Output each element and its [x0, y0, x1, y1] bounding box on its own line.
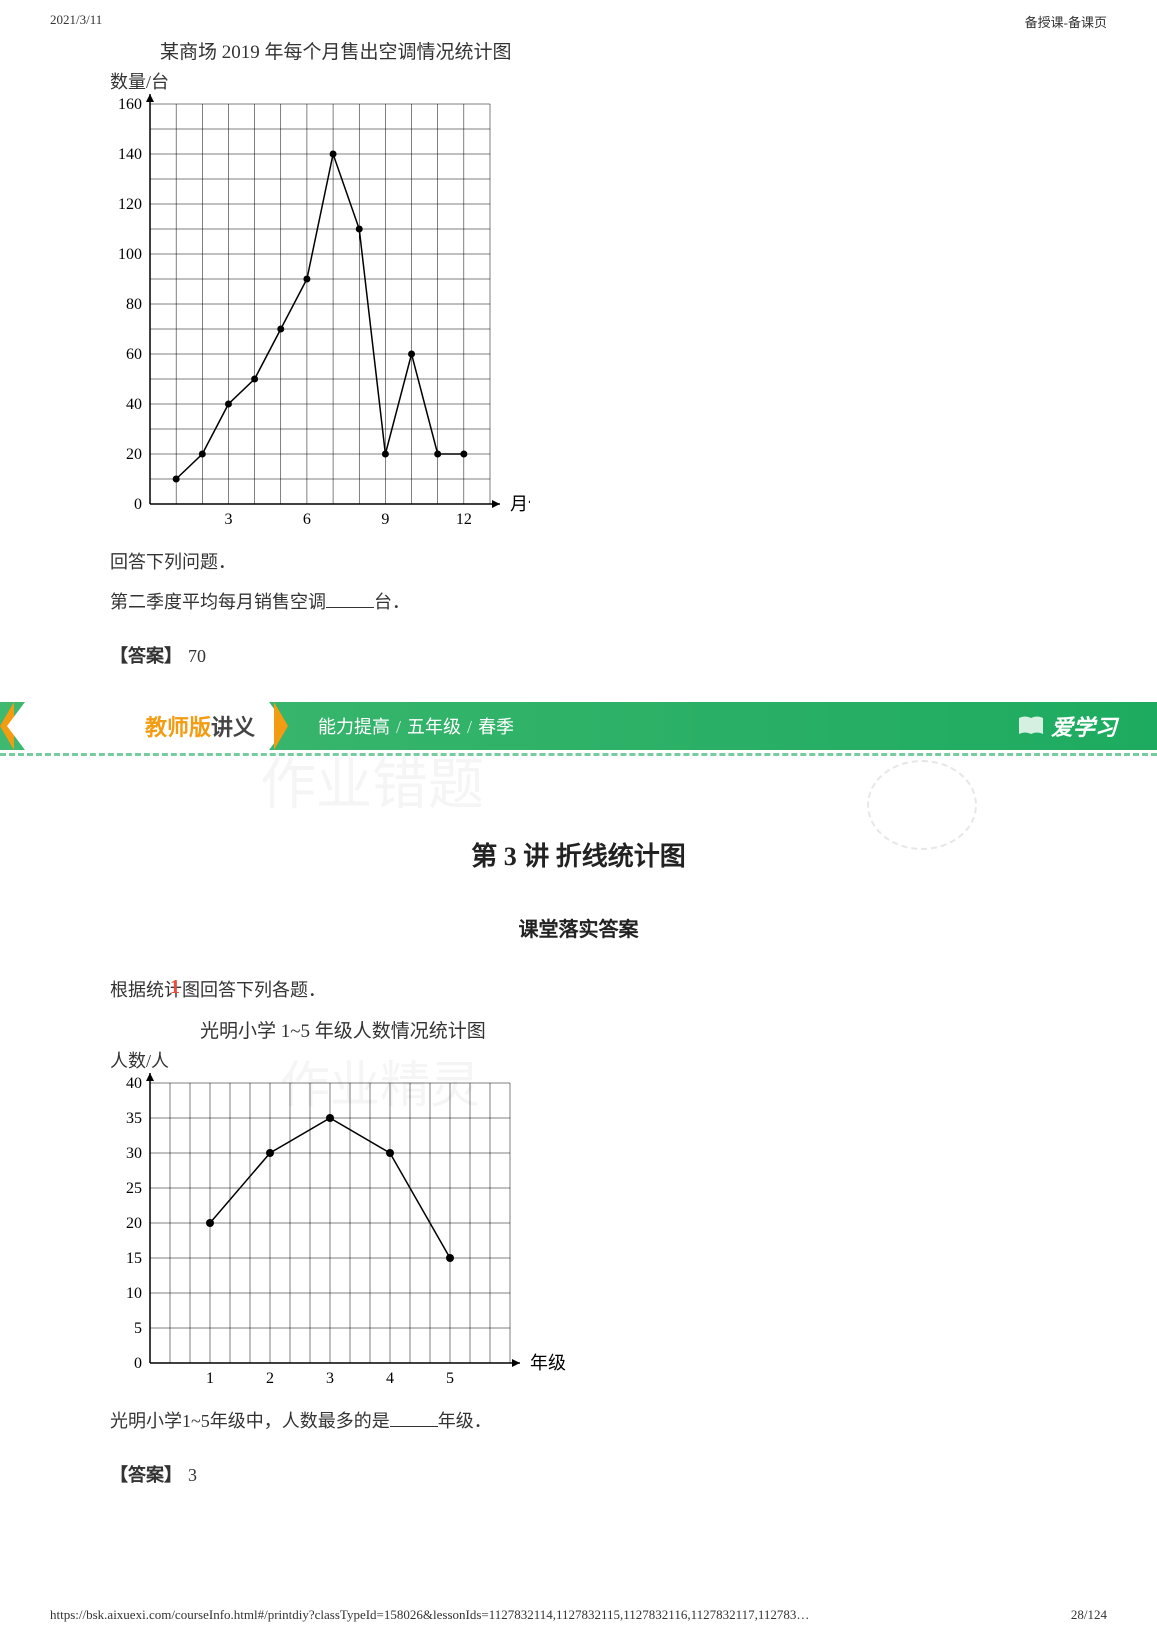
q1-answer: 【答案】 70	[110, 642, 1047, 668]
svg-text:60: 60	[126, 346, 142, 363]
lesson-subtitle: 课堂落实答案	[110, 913, 1047, 942]
chart2-title: 光明小学 1~5 年级人数情况统计图	[200, 1016, 1047, 1043]
svg-text:2: 2	[266, 1370, 274, 1387]
svg-text:140: 140	[118, 146, 142, 163]
q1-answer-value: 70	[188, 646, 206, 666]
q2-after: 年级．	[438, 1411, 492, 1431]
chart2-ylabel: 人数/人	[110, 1047, 1047, 1073]
banner-left-orange: 教师版	[145, 710, 211, 742]
chevron-left	[7, 702, 25, 750]
svg-text:0: 0	[134, 1355, 142, 1372]
footer-url: https://bsk.aixuexi.com/courseInfo.html#…	[50, 1607, 809, 1623]
svg-text:160: 160	[118, 96, 142, 113]
q2-text: 光明小学1~5年级中，人数最多的是 年级．	[110, 1407, 1047, 1433]
footer-page: 28/124	[1071, 1607, 1107, 1623]
svg-text:80: 80	[126, 296, 142, 313]
svg-text:20: 20	[126, 1215, 142, 1232]
svg-text:5: 5	[134, 1320, 142, 1337]
q2-answer: 【答案】 3	[110, 1461, 1047, 1487]
banner: 教师版讲义 能力提高/五年级/春季 爱学习	[0, 702, 1157, 750]
svg-text:0: 0	[134, 496, 142, 513]
svg-text:25: 25	[126, 1180, 142, 1197]
header-date: 2021/3/11	[50, 12, 102, 31]
chart1-title: 某商场 2019 年每个月售出空调情况统计图	[160, 37, 1047, 64]
q2-before: 光明小学1~5年级中，人数最多的是	[110, 1411, 390, 1431]
q2-blank	[390, 1411, 438, 1427]
chart1-ylabel: 数量/台	[110, 68, 1047, 94]
svg-text:40: 40	[126, 396, 142, 413]
svg-text:3: 3	[326, 1370, 334, 1387]
svg-text:30: 30	[126, 1145, 142, 1162]
svg-text:4: 4	[386, 1370, 394, 1387]
banner-mid-1: 五年级	[407, 717, 461, 737]
q1-answer-label: 【答案】	[110, 646, 182, 666]
svg-text:年级: 年级	[530, 1353, 566, 1373]
banner-mid-0: 能力提高	[318, 717, 390, 737]
q1-text: 第二季度平均每月销售空调 台．	[110, 588, 1047, 614]
svg-text:6: 6	[303, 511, 311, 528]
svg-text:1: 1	[206, 1370, 214, 1387]
svg-text:5: 5	[446, 1370, 454, 1387]
q2-prompt: 根据统计图回答下列各题．	[110, 976, 1047, 1002]
q1-before: 第二季度平均每月销售空调	[110, 592, 326, 612]
q2-answer-label: 【答案】	[110, 1465, 182, 1485]
q1-blank	[326, 592, 374, 608]
svg-text:10: 10	[126, 1285, 142, 1302]
svg-text:120: 120	[118, 196, 142, 213]
chevron-right-accent	[274, 702, 288, 750]
banner-left: 教师版讲义	[25, 702, 269, 750]
svg-text:100: 100	[118, 246, 142, 263]
q1-prompt: 回答下列问题．	[110, 548, 1047, 574]
chart1: 0 20 40 60 80 100 120 140 160 3 6 9 12 月份	[110, 94, 530, 534]
book-icon	[1017, 715, 1045, 737]
banner-mid-2: 春季	[478, 717, 514, 737]
svg-text:12: 12	[456, 511, 472, 528]
svg-text:40: 40	[126, 1075, 142, 1092]
header-title: 备授课-备课页	[1025, 12, 1107, 31]
lesson-title: 第 3 讲 折线统计图	[110, 836, 1047, 873]
banner-mid: 能力提高/五年级/春季	[318, 713, 514, 739]
banner-right-text: 爱学习	[1051, 710, 1117, 742]
banner-left-gray: 讲义	[211, 710, 255, 742]
svg-text:月份: 月份	[510, 494, 530, 514]
svg-text:3: 3	[224, 511, 232, 528]
banner-right: 爱学习	[1017, 710, 1117, 742]
q2-answer-value: 3	[188, 1465, 197, 1485]
svg-text:15: 15	[126, 1250, 142, 1267]
svg-text:9: 9	[381, 511, 389, 528]
chart2: 0 5 10 15 20 25 30 35 40 1 2 3 4 5 年级	[110, 1073, 570, 1393]
svg-text:20: 20	[126, 446, 142, 463]
q1-after: 台．	[374, 592, 410, 612]
banner-dashed-line	[0, 753, 1157, 756]
q2-num: 1	[170, 976, 180, 999]
svg-text:35: 35	[126, 1110, 142, 1127]
